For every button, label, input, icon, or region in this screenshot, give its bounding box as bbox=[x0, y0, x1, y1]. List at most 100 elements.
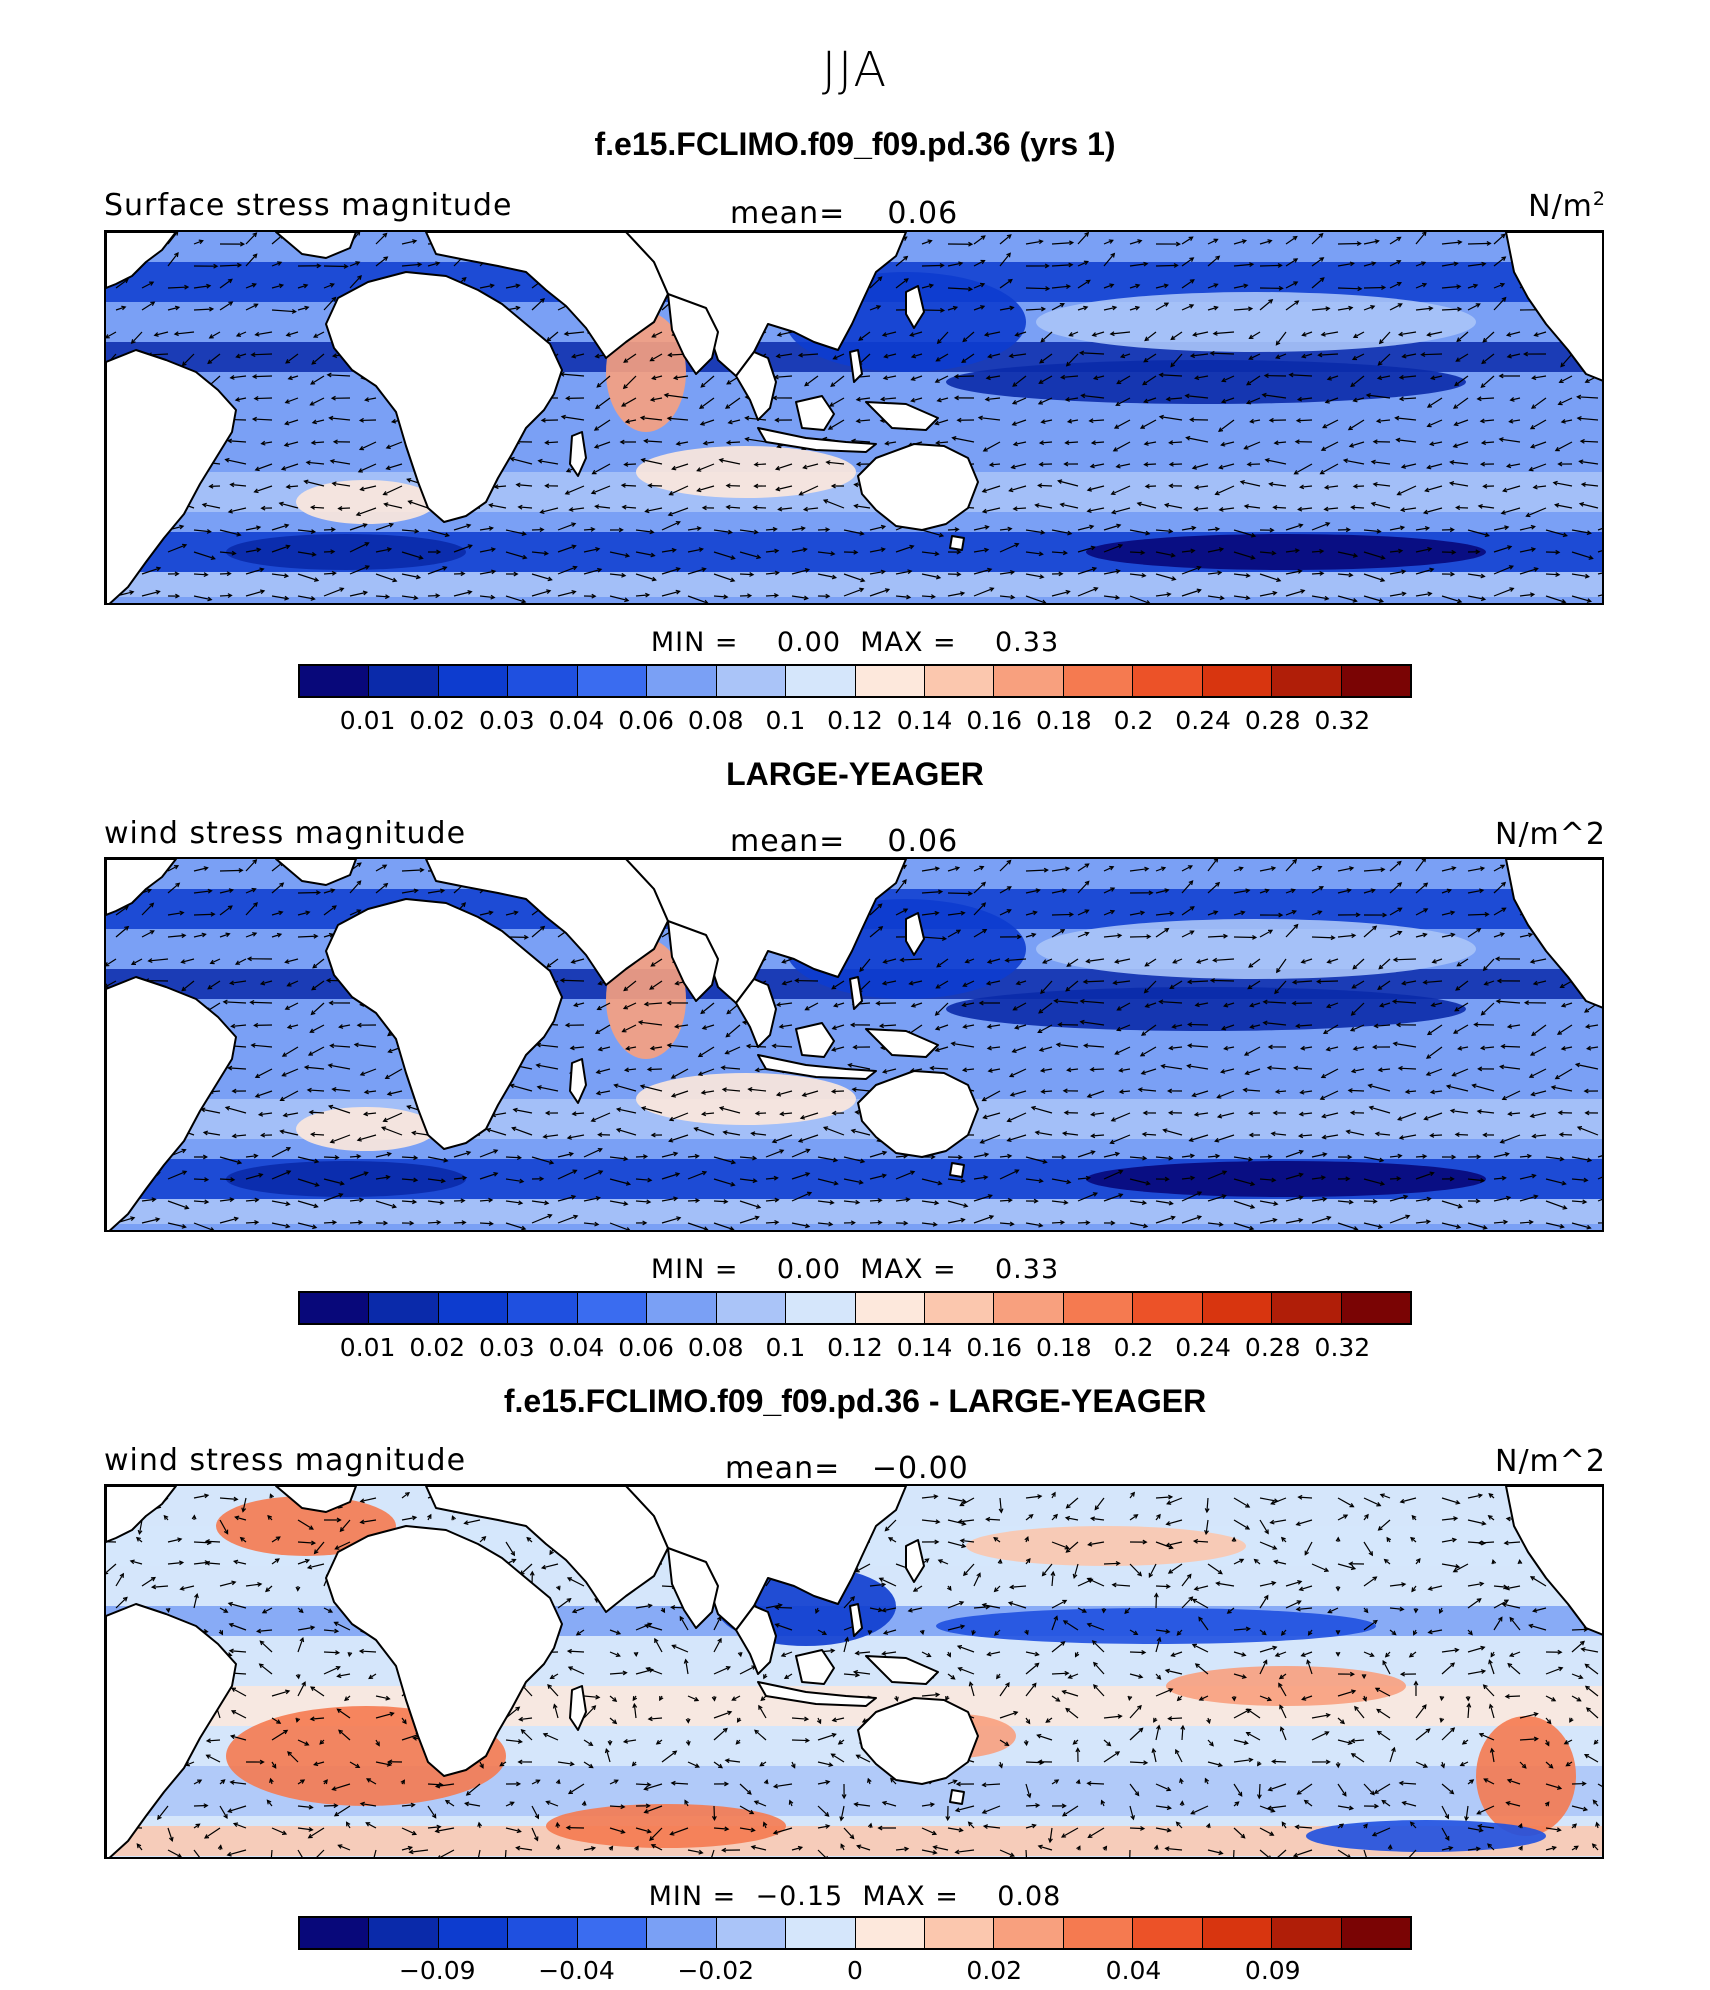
colorbar-tick-label: 0.04 bbox=[549, 1333, 605, 1362]
panel-2-mean: mean= 0.06 bbox=[730, 824, 958, 859]
panel-3-map bbox=[104, 1484, 1604, 1859]
wind-vector bbox=[1474, 1024, 1494, 1025]
panel-2-colorbar bbox=[298, 1291, 1412, 1325]
colorbar-tick-label: 0.28 bbox=[1245, 1333, 1301, 1362]
colorbar-tick-label: 0.2 bbox=[1114, 706, 1154, 735]
land-outline bbox=[106, 1231, 1604, 1232]
colorbar-swatch bbox=[578, 1293, 647, 1323]
panel-3-field-label: wind stress magnitude bbox=[104, 1443, 466, 1478]
colorbar-tick-label: 0.01 bbox=[340, 706, 396, 735]
colorbar-swatch bbox=[439, 1293, 508, 1323]
colorbar-swatch bbox=[1342, 666, 1410, 696]
field-patch bbox=[1036, 292, 1476, 352]
colorbar-swatch bbox=[300, 1293, 369, 1323]
colorbar-swatch bbox=[439, 666, 508, 696]
wind-vector bbox=[324, 1157, 338, 1158]
wind-vector bbox=[1038, 485, 1052, 486]
wind-vector bbox=[1394, 959, 1416, 960]
colorbar-swatch bbox=[925, 1293, 994, 1323]
panel-1-units-sup: 2 bbox=[1593, 188, 1606, 210]
panel-2-units: N/m^2 bbox=[1495, 816, 1606, 852]
colorbar-swatch bbox=[994, 666, 1063, 696]
wind-vector bbox=[1211, 353, 1234, 354]
panel-3-mean-label: mean= bbox=[725, 1451, 840, 1486]
wind-vector bbox=[1581, 441, 1598, 442]
colorbar-swatch bbox=[1133, 666, 1202, 696]
colorbar-swatch bbox=[647, 666, 716, 696]
colorbar-tick-label: 0.03 bbox=[479, 1333, 535, 1362]
land-outline bbox=[106, 604, 1604, 605]
colorbar-tick-label: 0.06 bbox=[618, 1333, 674, 1362]
colorbar-swatch bbox=[1272, 1293, 1341, 1323]
colorbar-swatch bbox=[300, 666, 369, 696]
colorbar-swatch bbox=[856, 1293, 925, 1323]
wind-vector bbox=[1297, 420, 1312, 421]
wind-vector bbox=[1156, 265, 1178, 266]
panel-1-mean-label: mean= bbox=[730, 196, 845, 231]
colorbar-swatch bbox=[508, 666, 577, 696]
wind-vector bbox=[1468, 243, 1490, 244]
wind-vector bbox=[506, 1157, 521, 1158]
colorbar-swatch bbox=[717, 1293, 786, 1323]
colorbar-tick-label: 0.2 bbox=[1114, 1333, 1154, 1362]
panel-2-map bbox=[104, 857, 1604, 1232]
wind-vector bbox=[1211, 980, 1234, 981]
wind-vector bbox=[255, 398, 272, 399]
wind-vector bbox=[252, 354, 272, 355]
wind-vector bbox=[324, 1652, 339, 1653]
panel-1-mean: mean= 0.06 bbox=[730, 196, 958, 231]
wind-vector bbox=[253, 376, 272, 377]
panel-1-mean-value: 0.06 bbox=[887, 196, 958, 231]
panel-2-mean-value: 0.06 bbox=[887, 824, 958, 859]
land-outline bbox=[950, 536, 964, 550]
colorbar-tick-label: 0.04 bbox=[549, 706, 605, 735]
colorbar-tick-label: 0.16 bbox=[966, 706, 1022, 735]
colorbar-swatch bbox=[717, 666, 786, 696]
panel-2-max-value: 0.33 bbox=[995, 1254, 1059, 1285]
colorbar-tick-label: 0.14 bbox=[897, 706, 953, 735]
wind-vector bbox=[1188, 1024, 1208, 1025]
panel-1-field-label: Surface stress magnitude bbox=[104, 188, 512, 223]
panel-1-min-value: 0.00 bbox=[777, 627, 841, 658]
wind-vector bbox=[1338, 243, 1361, 244]
wind-vector bbox=[251, 1002, 272, 1003]
wind-vector bbox=[1317, 981, 1338, 982]
wind-vector bbox=[1156, 1586, 1170, 1587]
wind-vector bbox=[922, 265, 944, 266]
panel-3-mean-value: −0.00 bbox=[872, 1451, 969, 1486]
colorbar-tick-label: 0.1 bbox=[765, 706, 805, 735]
colorbar-tick-label: 0.16 bbox=[966, 1333, 1022, 1362]
panel-3-units: N/m^2 bbox=[1495, 1443, 1606, 1479]
wind-vector bbox=[775, 1607, 792, 1608]
colorbar-tick-label: 0.28 bbox=[1245, 706, 1301, 735]
colorbar-tick-label: 0.03 bbox=[479, 706, 535, 735]
wind-vector bbox=[1502, 1046, 1520, 1047]
colorbar-swatch bbox=[508, 1293, 577, 1323]
colorbar-swatch bbox=[647, 1293, 716, 1323]
colorbar-tick-label: 0.08 bbox=[688, 706, 744, 735]
panel-1-units: N/m2 bbox=[1528, 188, 1606, 224]
colorbar-swatch bbox=[786, 1293, 855, 1323]
panel-2-min-label: MIN = bbox=[651, 1254, 739, 1285]
colorbar-tick-label: 0.24 bbox=[1175, 706, 1231, 735]
colorbar-tick-label: 0.18 bbox=[1036, 1333, 1092, 1362]
panel-1-min-label: MIN = bbox=[651, 627, 739, 658]
colorbar-tick-label: 0.06 bbox=[618, 706, 674, 735]
wind-vector bbox=[1104, 1563, 1120, 1564]
colorbar-swatch bbox=[856, 666, 925, 696]
colorbar-swatch bbox=[925, 666, 994, 696]
wind-vector bbox=[220, 870, 242, 871]
colorbar-tick-label: 0.02 bbox=[409, 1333, 465, 1362]
panel-1-colorbar bbox=[298, 664, 1412, 698]
panel-2-mean-label: mean= bbox=[730, 824, 845, 859]
panel-2-units-base: N/m^2 bbox=[1495, 817, 1606, 852]
wind-vector bbox=[955, 376, 974, 377]
colorbar-swatch bbox=[786, 666, 855, 696]
panel-2-title: LARGE-YEAGER bbox=[0, 756, 1710, 793]
wind-vector bbox=[1349, 1090, 1364, 1091]
colorbar-swatch bbox=[994, 1293, 1063, 1323]
season-title: JJA bbox=[0, 42, 1710, 98]
wind-vector bbox=[1364, 287, 1385, 288]
wind-vector bbox=[1026, 288, 1049, 289]
